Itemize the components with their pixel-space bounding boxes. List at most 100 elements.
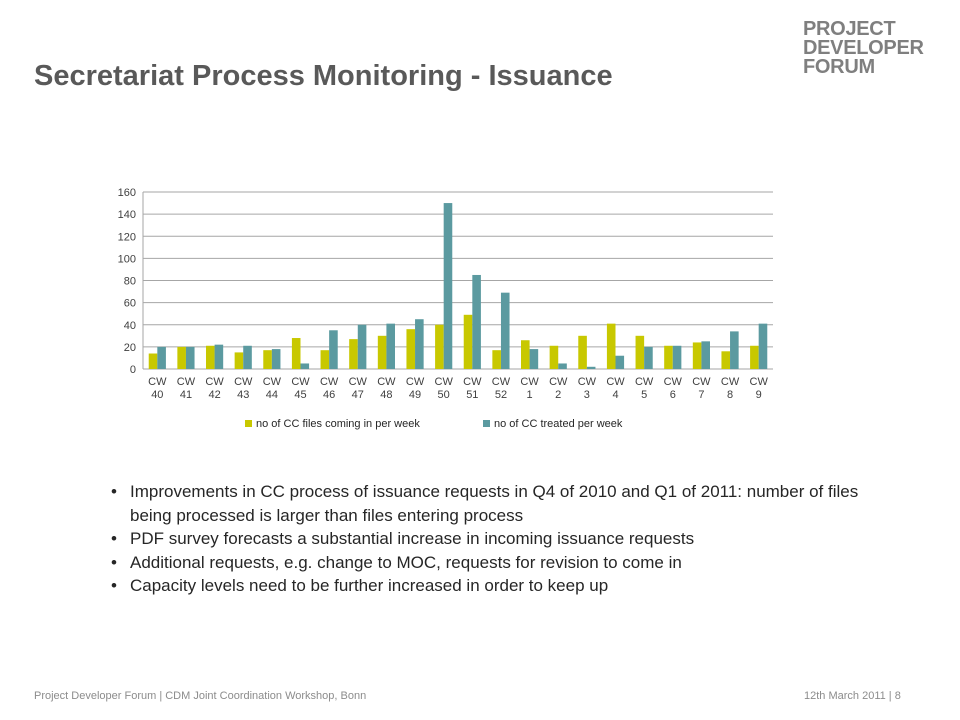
y-tick-label: 40 xyxy=(124,320,136,332)
x-tick-label: CW 42 xyxy=(205,376,224,401)
bullet-item: • Improvements in CC process of issuance … xyxy=(111,480,871,527)
bullet-marker: • xyxy=(111,529,117,548)
footer-event: Project Developer Forum | CDM Joint Coor… xyxy=(34,690,367,702)
bar-treated xyxy=(386,323,395,369)
bar-incoming xyxy=(549,345,559,369)
x-tick-label: CW 7 xyxy=(692,376,711,401)
y-tick-label: 140 xyxy=(118,209,136,221)
bullet-marker: • xyxy=(111,552,117,572)
bar-incoming xyxy=(521,340,530,369)
x-tick-label: CW 3 xyxy=(578,376,597,401)
bar-incoming xyxy=(291,338,301,369)
bullet-text: Improvements in CC process of issuance r… xyxy=(130,482,859,525)
x-tick-label: CW 45 xyxy=(291,376,310,401)
bar-incoming xyxy=(578,335,587,369)
bar-incoming xyxy=(606,323,616,369)
x-tick-label: CW 2 xyxy=(549,376,568,401)
bar-treated xyxy=(644,346,653,369)
bar-incoming xyxy=(692,342,702,369)
x-tick-label: CW 1 xyxy=(520,376,539,401)
y-tick-label: 120 xyxy=(118,231,136,243)
bar-incoming xyxy=(435,324,444,369)
bar-treated xyxy=(185,346,195,369)
bar-incoming xyxy=(320,350,330,369)
bar-incoming xyxy=(177,346,186,369)
x-tick-label: CW 9 xyxy=(750,376,769,401)
bullet-text: PDF survey forecasts a substantial incre… xyxy=(130,529,695,548)
bar-treated xyxy=(300,363,310,369)
slide-title: Secretariat Process Monitoring - Issuanc… xyxy=(34,60,613,92)
x-tick-label: CW 47 xyxy=(349,376,368,401)
y-tick-label: 80 xyxy=(124,276,136,288)
y-tick-label: 0 xyxy=(130,364,136,376)
footer-date-page: 12th March 2011 | 8 xyxy=(804,690,901,702)
x-tick-label: CW 43 xyxy=(234,376,253,401)
bar-incoming xyxy=(263,350,272,369)
bar-treated xyxy=(500,292,510,369)
bar-incoming xyxy=(206,345,215,369)
x-tick-label: CW 40 xyxy=(148,376,167,401)
bar-incoming xyxy=(148,353,158,369)
bullet-marker: • xyxy=(111,576,117,595)
x-tick-label: CW 8 xyxy=(721,376,740,401)
x-tick-label: CW 5 xyxy=(635,376,654,401)
y-tick-label: 160 xyxy=(118,187,136,199)
bar-incoming xyxy=(664,345,673,369)
bar-treated xyxy=(672,345,682,369)
bullet-item: • Capacity levels need to be further incr… xyxy=(111,574,871,598)
x-tick-label: CW 49 xyxy=(406,376,425,401)
bar-treated xyxy=(243,345,252,369)
bullet-item: • PDF survey forecasts a substantial incr… xyxy=(111,527,871,551)
bar-treated xyxy=(558,363,567,369)
x-tick-label: CW 52 xyxy=(492,376,511,401)
legend-swatch xyxy=(245,420,252,427)
bar-incoming xyxy=(377,335,387,369)
legend-label: no of CC treated per week xyxy=(494,418,623,430)
x-tick-label: CW 41 xyxy=(177,376,196,401)
x-tick-label: CW 44 xyxy=(263,376,282,401)
bar-treated xyxy=(472,274,481,369)
bar-incoming xyxy=(406,329,416,369)
bullet-item: • Additional requests, e.g. change to MOC… xyxy=(111,551,871,575)
logo-line: PROJECT xyxy=(803,18,896,40)
bar-treated xyxy=(730,331,739,369)
bar-treated xyxy=(758,323,768,369)
bullet-marker: • xyxy=(111,482,117,501)
x-tick-label: CW 50 xyxy=(435,376,454,401)
bar-treated xyxy=(443,203,453,369)
bar-treated xyxy=(701,341,710,369)
bar-treated xyxy=(586,366,596,369)
bar-treated xyxy=(157,346,166,369)
x-tick-label: CW 48 xyxy=(377,376,396,401)
bar-treated xyxy=(357,324,367,369)
bar-incoming xyxy=(349,339,358,369)
x-tick-label: CW 4 xyxy=(606,376,625,401)
bullet-text: Additional requests, e.g. change to MOC,… xyxy=(130,552,682,572)
issuance-bar-chart: 0 20 40 60 80 100 120 140 160 CW 40 CW 41 CW 42 CW 43 CW 4… xyxy=(118,187,773,430)
y-tick-label: 100 xyxy=(118,253,136,265)
bar-treated xyxy=(329,330,338,369)
bar-treated xyxy=(271,349,281,369)
legend-swatch xyxy=(483,420,490,427)
logo-line: FORUM xyxy=(803,56,875,78)
bullet-text: Capacity levels need to be further incre… xyxy=(130,576,609,595)
bar-treated xyxy=(214,344,224,369)
bar-treated xyxy=(615,355,625,369)
bar-treated xyxy=(415,319,424,369)
bar-incoming xyxy=(463,314,473,369)
project-developer-forum-logo: PROJECT DEVELOPER FORUM xyxy=(803,18,924,78)
y-tick-label: 20 xyxy=(124,342,136,354)
bar-incoming xyxy=(492,350,501,369)
bullet-list: • Improvements in CC process of issuance … xyxy=(111,480,871,598)
bar-treated xyxy=(529,349,539,369)
y-tick-label: 60 xyxy=(124,298,136,310)
legend-label: no of CC files coming in per week xyxy=(256,418,420,430)
logo-line: DEVELOPER xyxy=(803,37,924,59)
bar-incoming xyxy=(721,351,731,369)
x-tick-label: CW 46 xyxy=(320,376,339,401)
bar-incoming xyxy=(635,335,645,369)
bar-incoming xyxy=(234,352,244,369)
bar-incoming xyxy=(750,345,759,369)
x-tick-label: CW 6 xyxy=(664,376,683,401)
x-tick-label: CW 51 xyxy=(463,376,482,401)
